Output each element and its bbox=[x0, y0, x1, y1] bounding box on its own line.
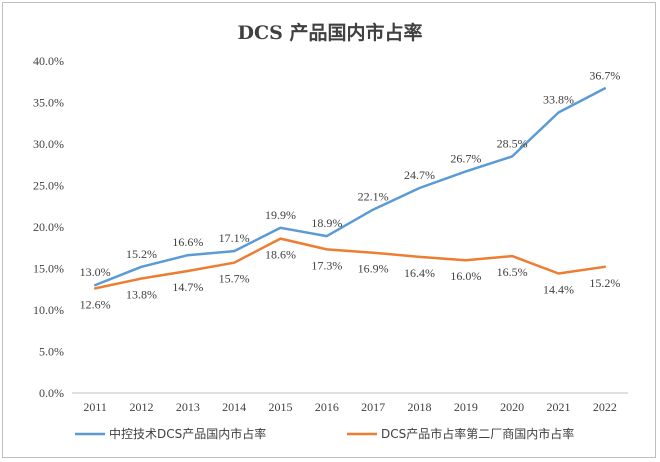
x-axis-ticks: 2011 2012 2013 2014 2015 2016 2017 2018 2019 2020… bbox=[83, 400, 616, 414]
data-label-s1: 18.9% bbox=[311, 216, 342, 230]
y-tick-label: 10.0% bbox=[33, 303, 64, 317]
x-tick-label: 2022 bbox=[593, 400, 617, 414]
data-label-s1: 17.1% bbox=[219, 231, 250, 245]
chart-frame bbox=[2, 2, 656, 458]
data-label-s1: 13.0% bbox=[80, 265, 111, 279]
series-line-2 bbox=[93, 237, 607, 290]
data-label-s1: 36.7% bbox=[589, 68, 620, 82]
x-tick-label: 2020 bbox=[500, 400, 524, 414]
legend-label-1: 中控技术DCS产品国内市占率 bbox=[109, 426, 266, 441]
data-label-s2: 14.7% bbox=[172, 280, 203, 294]
data-label-s2: 16.9% bbox=[358, 262, 389, 276]
series-line-1 bbox=[93, 87, 607, 287]
data-label-s2: 16.0% bbox=[450, 269, 481, 283]
data-label-s2: 18.6% bbox=[265, 248, 296, 262]
y-tick-label: 40.0% bbox=[33, 54, 64, 68]
y-tick-label: 0.0% bbox=[39, 386, 64, 400]
data-label-s1: 16.6% bbox=[172, 235, 203, 249]
series-group bbox=[93, 87, 607, 290]
data-label-s2: 15.7% bbox=[219, 272, 250, 286]
data-label-s2: 17.3% bbox=[311, 258, 342, 272]
data-label-s1: 33.8% bbox=[543, 92, 574, 106]
x-tick-label: 2016 bbox=[315, 400, 339, 414]
data-label-s2: 15.2% bbox=[589, 276, 620, 290]
x-tick-label: 2011 bbox=[83, 400, 107, 414]
y-tick-label: 35.0% bbox=[33, 96, 64, 110]
data-label-s1: 22.1% bbox=[358, 190, 389, 204]
data-label-s1: 24.7% bbox=[404, 168, 435, 182]
x-tick-label: 2018 bbox=[408, 400, 432, 414]
x-tick-label: 2015 bbox=[269, 400, 293, 414]
y-tick-label: 20.0% bbox=[33, 220, 64, 234]
data-label-s2: 13.8% bbox=[126, 287, 157, 301]
x-tick-label: 2013 bbox=[176, 400, 200, 414]
data-label-s1: 15.2% bbox=[126, 247, 157, 261]
data-label-s1: 26.7% bbox=[450, 151, 481, 165]
x-tick-label: 2017 bbox=[361, 400, 385, 414]
y-tick-label: 5.0% bbox=[39, 345, 64, 359]
y-tick-label: 25.0% bbox=[33, 179, 64, 193]
y-axis-ticks: 0.0% 5.0% 10.0% 15.0% 20.0% 25.0% 30.0% 35.0% 40… bbox=[33, 54, 64, 400]
data-label-s1: 28.5% bbox=[497, 136, 528, 150]
data-label-s2: 16.5% bbox=[497, 265, 528, 279]
data-label-s1: 19.9% bbox=[265, 208, 296, 222]
legend: 中控技术DCS产品国内市占率 DCS产品市占率第二厂商国内市占率 bbox=[75, 426, 574, 441]
data-label-s2: 16.4% bbox=[404, 266, 435, 280]
legend-label-2: DCS产品市占率第二厂商国内市占率 bbox=[381, 426, 574, 441]
y-tick-label: 15.0% bbox=[33, 262, 64, 276]
x-tick-label: 2014 bbox=[222, 400, 246, 414]
x-tick-label: 2021 bbox=[547, 400, 571, 414]
data-labels: 13.0% 15.2% 16.6% 17.1% 19.9% 18.9% 22.1% 24.7%… bbox=[80, 68, 621, 311]
x-tick-label: 2019 bbox=[454, 400, 478, 414]
y-tick-label: 30.0% bbox=[33, 137, 64, 151]
x-tick-label: 2012 bbox=[130, 400, 154, 414]
data-label-s2: 12.6% bbox=[80, 297, 111, 311]
data-label-s2: 14.4% bbox=[543, 282, 574, 296]
chart-title: DCS 产品国内市占率 bbox=[238, 21, 423, 44]
